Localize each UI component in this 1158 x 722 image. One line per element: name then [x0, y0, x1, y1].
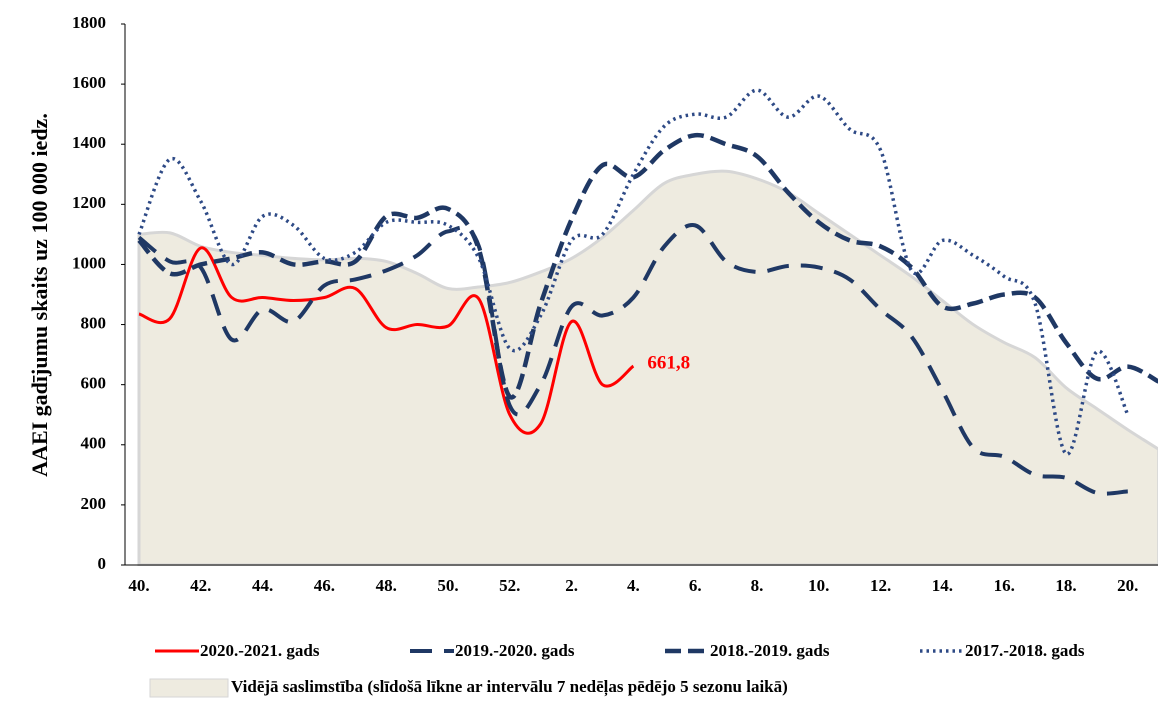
legend-label: 2018.-2019. gads	[710, 641, 830, 660]
x-tick-label: 40.	[128, 576, 149, 595]
x-tick-label: 44.	[252, 576, 273, 595]
plot-area	[137, 88, 1158, 566]
y-tick-label: 1200	[72, 193, 106, 212]
series-line	[137, 132, 1158, 400]
x-tick-label: 20.	[1117, 576, 1138, 595]
legend-label: 2017.-2018. gads	[965, 641, 1085, 660]
y-tick-label: 1800	[72, 13, 106, 32]
x-tick-label: 8.	[751, 576, 764, 595]
x-tick-label: 46.	[314, 576, 335, 595]
y-tick-label: 200	[81, 494, 107, 513]
legend-label: 2019.-2020. gads	[455, 641, 575, 660]
legend-label: Vidējā saslimstība (slīdošā līkne ar int…	[231, 677, 788, 697]
x-tick-label: 10.	[808, 576, 829, 595]
y-tick-label: 800	[81, 313, 107, 332]
x-tick-label: 52.	[499, 576, 520, 595]
x-tick-label: 16.	[994, 576, 1015, 595]
y-axis-title: AAEI gadījumu skaits uz 100 000 iedz.	[27, 113, 52, 477]
y-tick-label: 1000	[72, 253, 106, 272]
x-tick-label: 18.	[1055, 576, 1076, 595]
x-tick-label: 4.	[627, 576, 640, 595]
y-tick-label: 1400	[72, 133, 106, 152]
x-tick-label: 14.	[932, 576, 953, 595]
data-label: 661,8	[647, 352, 690, 373]
y-tick-label: 400	[81, 434, 107, 453]
x-tick-label: 42.	[190, 576, 211, 595]
y-tick-label: 600	[81, 374, 107, 393]
series-line	[137, 88, 1130, 456]
average-area	[137, 169, 1158, 566]
x-tick-label: 12.	[870, 576, 891, 595]
x-tick-label: 48.	[376, 576, 397, 595]
legend-label: 2020.-2021. gads	[200, 641, 320, 660]
series-line	[138, 246, 635, 435]
x-tick-label: 2.	[565, 576, 578, 595]
y-tick-label: 0	[98, 554, 107, 573]
x-tick-label: 50.	[437, 576, 458, 595]
series-line	[137, 223, 1128, 496]
legend-swatch	[149, 678, 229, 698]
y-tick-label: 1600	[72, 73, 106, 92]
x-tick-label: 6.	[689, 576, 702, 595]
